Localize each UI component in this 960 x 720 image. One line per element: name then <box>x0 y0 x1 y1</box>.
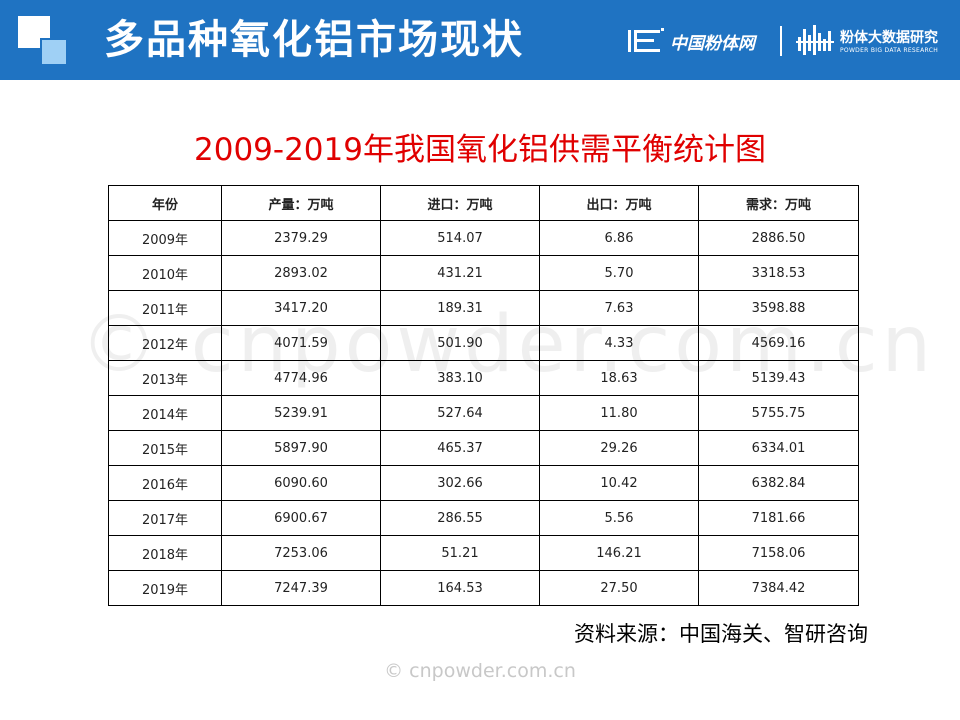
footer-watermark: © cnpowder.com.cn <box>384 660 576 682</box>
table-row: 2018年 7253.06 51.21 146.21 7158.06 <box>108 535 859 571</box>
table-row: 2013年 4774.96 383.10 18.63 5139.43 <box>108 360 859 396</box>
table-row: 2012年 4071.59 501.90 4.33 4569.16 <box>108 325 859 361</box>
header-import: 进口：万吨 <box>380 185 540 221</box>
cell-year: 2015年 <box>108 430 222 466</box>
brand-cnpowder: 中国粉体网 <box>626 24 755 58</box>
cell-year: 2019年 <box>108 570 222 606</box>
table-row: 2010年 2893.02 431.21 5.70 3318.53 <box>108 255 859 291</box>
cell-demand: 2886.50 <box>698 220 859 256</box>
cell-import: 286.55 <box>380 500 540 536</box>
brand-divider <box>780 26 782 56</box>
header-export: 出口：万吨 <box>539 185 699 221</box>
cell-production: 5897.90 <box>221 430 381 466</box>
table-row: 2017年 6900.67 286.55 5.56 7181.66 <box>108 500 859 536</box>
cell-production: 5239.91 <box>221 395 381 431</box>
brand-secondary-cn: 粉体大数据研究 <box>840 29 938 46</box>
cell-export: 5.70 <box>539 255 699 291</box>
data-source-note: 资料来源：中国海关、智研咨询 <box>574 622 868 646</box>
cell-export: 11.80 <box>539 395 699 431</box>
cell-import: 189.31 <box>380 290 540 326</box>
cell-demand: 7158.06 <box>698 535 859 571</box>
cell-demand: 3318.53 <box>698 255 859 291</box>
cell-production: 6090.60 <box>221 465 381 501</box>
page-title: 多品种氧化铝市场现状 <box>104 17 524 63</box>
header-year: 年份 <box>108 185 222 221</box>
cell-demand: 4569.16 <box>698 325 859 361</box>
cell-production: 7253.06 <box>221 535 381 571</box>
cell-year: 2011年 <box>108 290 222 326</box>
cell-year: 2010年 <box>108 255 222 291</box>
table-row: 2009年 2379.29 514.07 6.86 2886.50 <box>108 220 859 256</box>
brand-primary-name: 中国粉体网 <box>670 33 755 54</box>
cell-import: 527.64 <box>380 395 540 431</box>
cell-production: 2379.29 <box>221 220 381 256</box>
cell-production: 4071.59 <box>221 325 381 361</box>
supply-demand-table: 年份 产量：万吨 进口：万吨 出口：万吨 需求：万吨 2009年 2379.29 5… <box>108 185 859 606</box>
cell-demand: 5755.75 <box>698 395 859 431</box>
cell-demand: 3598.88 <box>698 290 859 326</box>
logo-squares-icon <box>18 16 68 66</box>
cell-export: 5.56 <box>539 500 699 536</box>
header-demand: 需求：万吨 <box>698 185 859 221</box>
brand-bigdata: 粉体大数据研究 POWDER BIG DATA RESEARCH <box>796 20 938 60</box>
table-header-row: 年份 产量：万吨 进口：万吨 出口：万吨 需求：万吨 <box>108 185 859 221</box>
cell-demand: 7384.42 <box>698 570 859 606</box>
header-production: 产量：万吨 <box>221 185 381 221</box>
cell-export: 27.50 <box>539 570 699 606</box>
cell-import: 383.10 <box>380 360 540 396</box>
cell-import: 51.21 <box>380 535 540 571</box>
cell-export: 4.33 <box>539 325 699 361</box>
cell-year: 2018年 <box>108 535 222 571</box>
cell-production: 7247.39 <box>221 570 381 606</box>
cell-export: 7.63 <box>539 290 699 326</box>
table-row: 2019年 7247.39 164.53 27.50 7384.42 <box>108 570 859 606</box>
table-title: 2009-2019年我国氧化铝供需平衡统计图 <box>194 132 766 168</box>
cell-import: 431.21 <box>380 255 540 291</box>
header-bar: 多品种氧化铝市场现状 中国粉体网 粉体大数据研究 POWDER BIG DATA… <box>0 0 960 80</box>
cell-import: 501.90 <box>380 325 540 361</box>
table-row: 2015年 5897.90 465.37 29.26 6334.01 <box>108 430 859 466</box>
cell-demand: 5139.43 <box>698 360 859 396</box>
cell-export: 18.63 <box>539 360 699 396</box>
cell-import: 465.37 <box>380 430 540 466</box>
cell-export: 10.42 <box>539 465 699 501</box>
table-row: 2014年 5239.91 527.64 11.80 5755.75 <box>108 395 859 431</box>
cell-import: 514.07 <box>380 220 540 256</box>
table-row: 2016年 6090.60 302.66 10.42 6382.84 <box>108 465 859 501</box>
cell-production: 4774.96 <box>221 360 381 396</box>
cell-year: 2014年 <box>108 395 222 431</box>
cell-production: 2893.02 <box>221 255 381 291</box>
cell-import: 164.53 <box>380 570 540 606</box>
cell-production: 3417.20 <box>221 290 381 326</box>
cell-demand: 6382.84 <box>698 465 859 501</box>
table-row: 2011年 3417.20 189.31 7.63 3598.88 <box>108 290 859 326</box>
cell-year: 2009年 <box>108 220 222 256</box>
brand-secondary-en: POWDER BIG DATA RESEARCH <box>840 46 939 54</box>
cell-year: 2016年 <box>108 465 222 501</box>
cell-demand: 7181.66 <box>698 500 859 536</box>
cnpowder-logo-icon <box>628 28 664 52</box>
bar-chart-logo-icon <box>796 25 834 55</box>
cell-year: 2013年 <box>108 360 222 396</box>
cell-import: 302.66 <box>380 465 540 501</box>
cell-demand: 6334.01 <box>698 430 859 466</box>
cell-export: 146.21 <box>539 535 699 571</box>
cell-production: 6900.67 <box>221 500 381 536</box>
cell-export: 29.26 <box>539 430 699 466</box>
cell-export: 6.86 <box>539 220 699 256</box>
cell-year: 2012年 <box>108 325 222 361</box>
cell-year: 2017年 <box>108 500 222 536</box>
